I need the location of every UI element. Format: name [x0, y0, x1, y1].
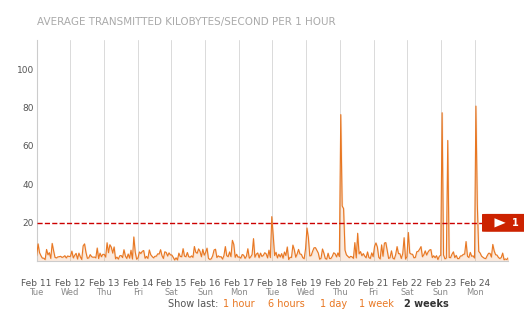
- Text: Mon: Mon: [466, 288, 484, 297]
- FancyBboxPatch shape: [482, 214, 524, 232]
- Text: Mon: Mon: [230, 288, 248, 297]
- Text: Fri: Fri: [133, 288, 143, 297]
- Text: Feb 12: Feb 12: [55, 279, 85, 288]
- Text: Feb 20: Feb 20: [325, 279, 355, 288]
- Text: Feb 14: Feb 14: [123, 279, 153, 288]
- Text: AVERAGE TRANSMITTED KILOBYTES/SECOND PER 1 HOUR: AVERAGE TRANSMITTED KILOBYTES/SECOND PER…: [37, 17, 335, 27]
- Text: 1 day: 1 day: [320, 299, 347, 309]
- Text: Wed: Wed: [61, 288, 80, 297]
- Text: Feb 13: Feb 13: [89, 279, 119, 288]
- Text: Sun: Sun: [433, 288, 449, 297]
- Text: Fri: Fri: [368, 288, 379, 297]
- Polygon shape: [495, 218, 506, 227]
- Text: Feb 15: Feb 15: [156, 279, 187, 288]
- Text: Feb 11: Feb 11: [21, 279, 52, 288]
- Text: Thu: Thu: [332, 288, 348, 297]
- Text: 1 week: 1 week: [359, 299, 394, 309]
- Text: Sat: Sat: [165, 288, 178, 297]
- Text: 6 hours: 6 hours: [268, 299, 305, 309]
- Text: Wed: Wed: [297, 288, 315, 297]
- Text: Sat: Sat: [400, 288, 414, 297]
- Text: Feb 18: Feb 18: [257, 279, 288, 288]
- Text: Feb 22: Feb 22: [392, 279, 422, 288]
- Text: Feb 16: Feb 16: [190, 279, 220, 288]
- Text: Tue: Tue: [29, 288, 44, 297]
- Text: Sun: Sun: [197, 288, 213, 297]
- Text: Feb 21: Feb 21: [358, 279, 389, 288]
- Text: Tue: Tue: [265, 288, 280, 297]
- Text: Feb 19: Feb 19: [291, 279, 321, 288]
- Text: Feb 23: Feb 23: [426, 279, 456, 288]
- Text: Feb 24: Feb 24: [460, 279, 489, 288]
- Text: Feb 17: Feb 17: [224, 279, 254, 288]
- Text: Show last:: Show last:: [168, 299, 218, 309]
- Text: 1 hour: 1 hour: [223, 299, 255, 309]
- Text: 1: 1: [511, 218, 518, 228]
- Text: 2 weeks: 2 weeks: [404, 299, 449, 309]
- Text: Thu: Thu: [96, 288, 112, 297]
